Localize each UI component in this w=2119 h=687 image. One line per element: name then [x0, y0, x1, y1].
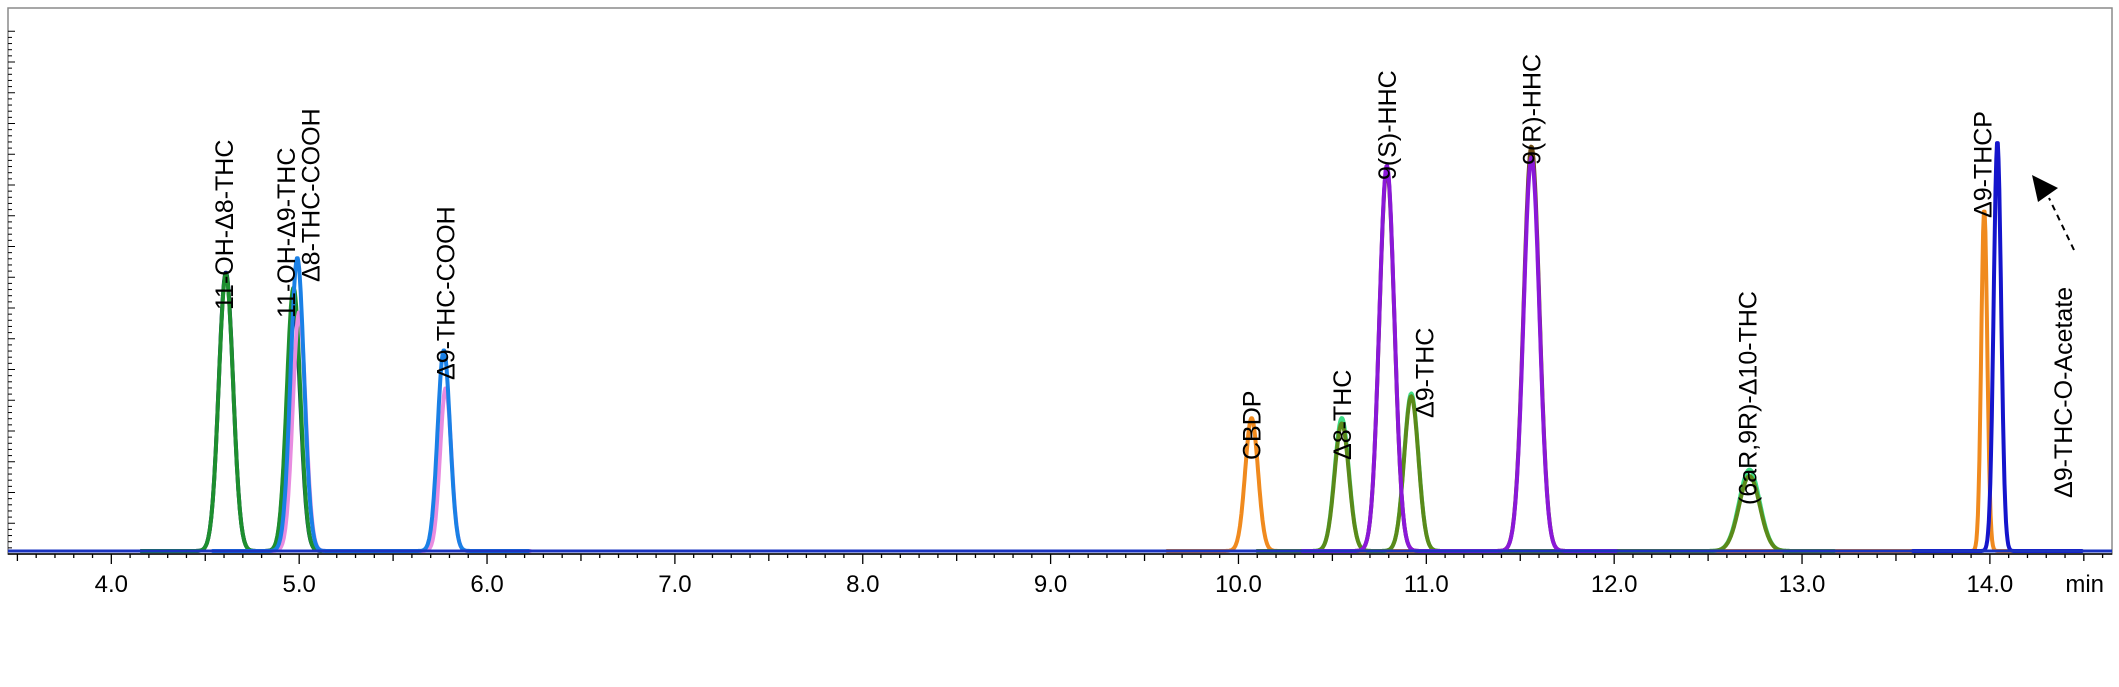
- peak-label: 11-OH-Δ8-THC: [211, 140, 239, 310]
- peak-label: Δ8-THC: [1329, 370, 1357, 460]
- x-tick-label: 9.0: [1034, 571, 1067, 598]
- peak-label: 9(S)-HHC: [1374, 70, 1402, 180]
- x-tick-label: 11.0: [1404, 571, 1449, 598]
- peak-label: Δ9-THC-COOH: [433, 206, 461, 380]
- x-tick-label: 13.0: [1779, 571, 1826, 598]
- peak-label: Δ9-THCP: [1969, 111, 1997, 218]
- x-tick-label: 14.0: [1967, 571, 2014, 598]
- arrow-shaft: [2048, 197, 2075, 251]
- chromatogram-traces: [8, 141, 2112, 553]
- trace-series-1: [139, 270, 381, 553]
- peak-label: Δ9-THC: [1411, 328, 1439, 418]
- peak-label: 11-OH-Δ9-THC: [273, 148, 301, 318]
- x-axis: 4.0 5.0 6.0 7.0 8.0 9.0 10.0 11.0 12.0 13.0 14.0 mi…: [8, 553, 2112, 598]
- trace-series-5: [1165, 209, 2071, 553]
- peak-label: CBDP: [1239, 391, 1267, 460]
- annotation-arrow: [2032, 175, 2075, 251]
- peak-label: Δ8-THC-COOH: [297, 108, 325, 282]
- x-tick-label: 12.0: [1591, 571, 1638, 598]
- x-tick-label: 8.0: [846, 571, 879, 598]
- x-tick-label: 5.0: [282, 571, 315, 598]
- x-tick-label: 7.0: [658, 571, 691, 598]
- y-axis: [8, 30, 15, 555]
- x-unit-label: min: [2065, 571, 2104, 598]
- peak-label: (6aR,9R)-Δ10-THC: [1735, 291, 1763, 505]
- trace-series-2: [139, 272, 381, 553]
- peak-label: 9(R)-HHC: [1519, 54, 1547, 165]
- trace-series-4: [210, 256, 531, 553]
- x-tick-label: 6.0: [470, 571, 503, 598]
- x-tick-label: 4.0: [95, 571, 128, 598]
- arrow-head: [2032, 175, 2058, 202]
- trace-series-3: [212, 310, 533, 553]
- peak-label: Δ9-THC-O-Acetate: [2050, 287, 2078, 498]
- x-tick-label: 10.0: [1215, 571, 1262, 598]
